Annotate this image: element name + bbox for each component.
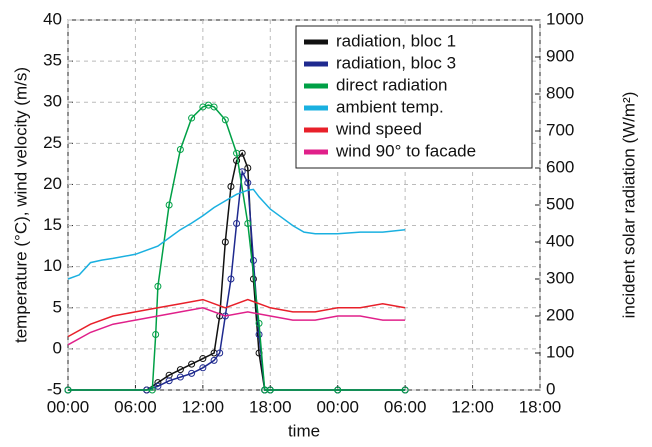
x-tick-label: 06:00 [384, 397, 427, 416]
series-marker [244, 164, 252, 172]
series-marker [334, 386, 342, 394]
series-marker [227, 183, 235, 190]
y2-tick-label: 400 [546, 231, 574, 250]
series-marker [165, 201, 173, 209]
legend-label: wind speed [335, 119, 422, 138]
series-marker [176, 373, 184, 381]
series-line [67, 188, 406, 280]
y-tick-label: 20 [43, 174, 62, 193]
series-marker [266, 386, 274, 394]
series-marker [227, 275, 235, 283]
series-marker [165, 377, 173, 385]
series-marker [244, 179, 252, 187]
legend-label: radiation, bloc 3 [336, 53, 456, 72]
y2-tick-label: 100 [546, 342, 574, 361]
series-marker [221, 116, 229, 124]
x-tick-label: 18:00 [249, 397, 292, 416]
x-tick-label: 00:00 [316, 397, 359, 416]
x-tick-label: 12:00 [451, 397, 494, 416]
y2-tick-label: 0 [546, 379, 555, 398]
series-marker [188, 369, 196, 377]
series-marker [401, 386, 409, 394]
y-tick-label: 5 [53, 297, 62, 316]
y2-tick-label: 900 [546, 46, 574, 65]
x-tick-label: 00:00 [47, 397, 90, 416]
x-tick-label: 12:00 [182, 397, 225, 416]
series-marker [176, 366, 184, 374]
x-tick-label: 06:00 [114, 397, 157, 416]
y2-axis-label: incident solar radiation (W/m²) [619, 92, 638, 319]
series-marker [244, 220, 252, 227]
legend-label: wind 90° to facade [335, 141, 476, 160]
legend-label: ambient temp. [336, 97, 444, 116]
series-marker [210, 103, 218, 111]
series-line [67, 298, 406, 338]
y-tick-label: 40 [43, 9, 62, 28]
y2-tick-label: 200 [546, 305, 574, 324]
series-marker [176, 146, 184, 153]
y-tick-label: 30 [43, 92, 62, 111]
y-tick-label: 35 [43, 51, 62, 70]
legend-label: radiation, bloc 1 [336, 31, 456, 50]
series-marker [199, 364, 207, 372]
series-marker [249, 257, 257, 264]
y-tick-label: 15 [43, 215, 62, 234]
y2-tick-label: 300 [546, 268, 574, 287]
series-line [67, 307, 406, 346]
series-marker [210, 356, 218, 364]
x-axis-label: time [288, 421, 320, 440]
y-tick-label: 25 [43, 133, 62, 152]
series-marker [148, 386, 156, 394]
series-marker [199, 355, 207, 363]
y-tick-label: 0 [53, 338, 62, 357]
y-tick-label: -5 [47, 379, 62, 398]
series-marker [154, 282, 162, 290]
series-line [68, 151, 406, 391]
series-marker [221, 238, 229, 246]
series-marker [233, 220, 241, 227]
legend-box [295, 25, 533, 169]
x-tick-label: 18:00 [519, 397, 562, 416]
series-marker [255, 319, 263, 327]
y2-tick-label: 1000 [546, 9, 584, 28]
y-tick-label: 10 [43, 256, 62, 275]
y2-tick-label: 700 [546, 120, 574, 139]
series-marker [216, 349, 224, 357]
series-marker [188, 360, 196, 368]
series-marker [154, 382, 162, 390]
y2-tick-label: 600 [546, 157, 574, 176]
series-line [68, 169, 406, 391]
series-marker [188, 114, 196, 122]
y2-tick-label: 800 [546, 83, 574, 102]
series-marker [64, 386, 72, 394]
series-marker [152, 331, 160, 338]
y2-tick-label: 500 [546, 194, 574, 213]
y-axis-label: temperature (°C), wind velocity (m/s) [11, 67, 30, 343]
legend-label: direct radiation [336, 75, 448, 94]
series-marker [233, 149, 241, 157]
